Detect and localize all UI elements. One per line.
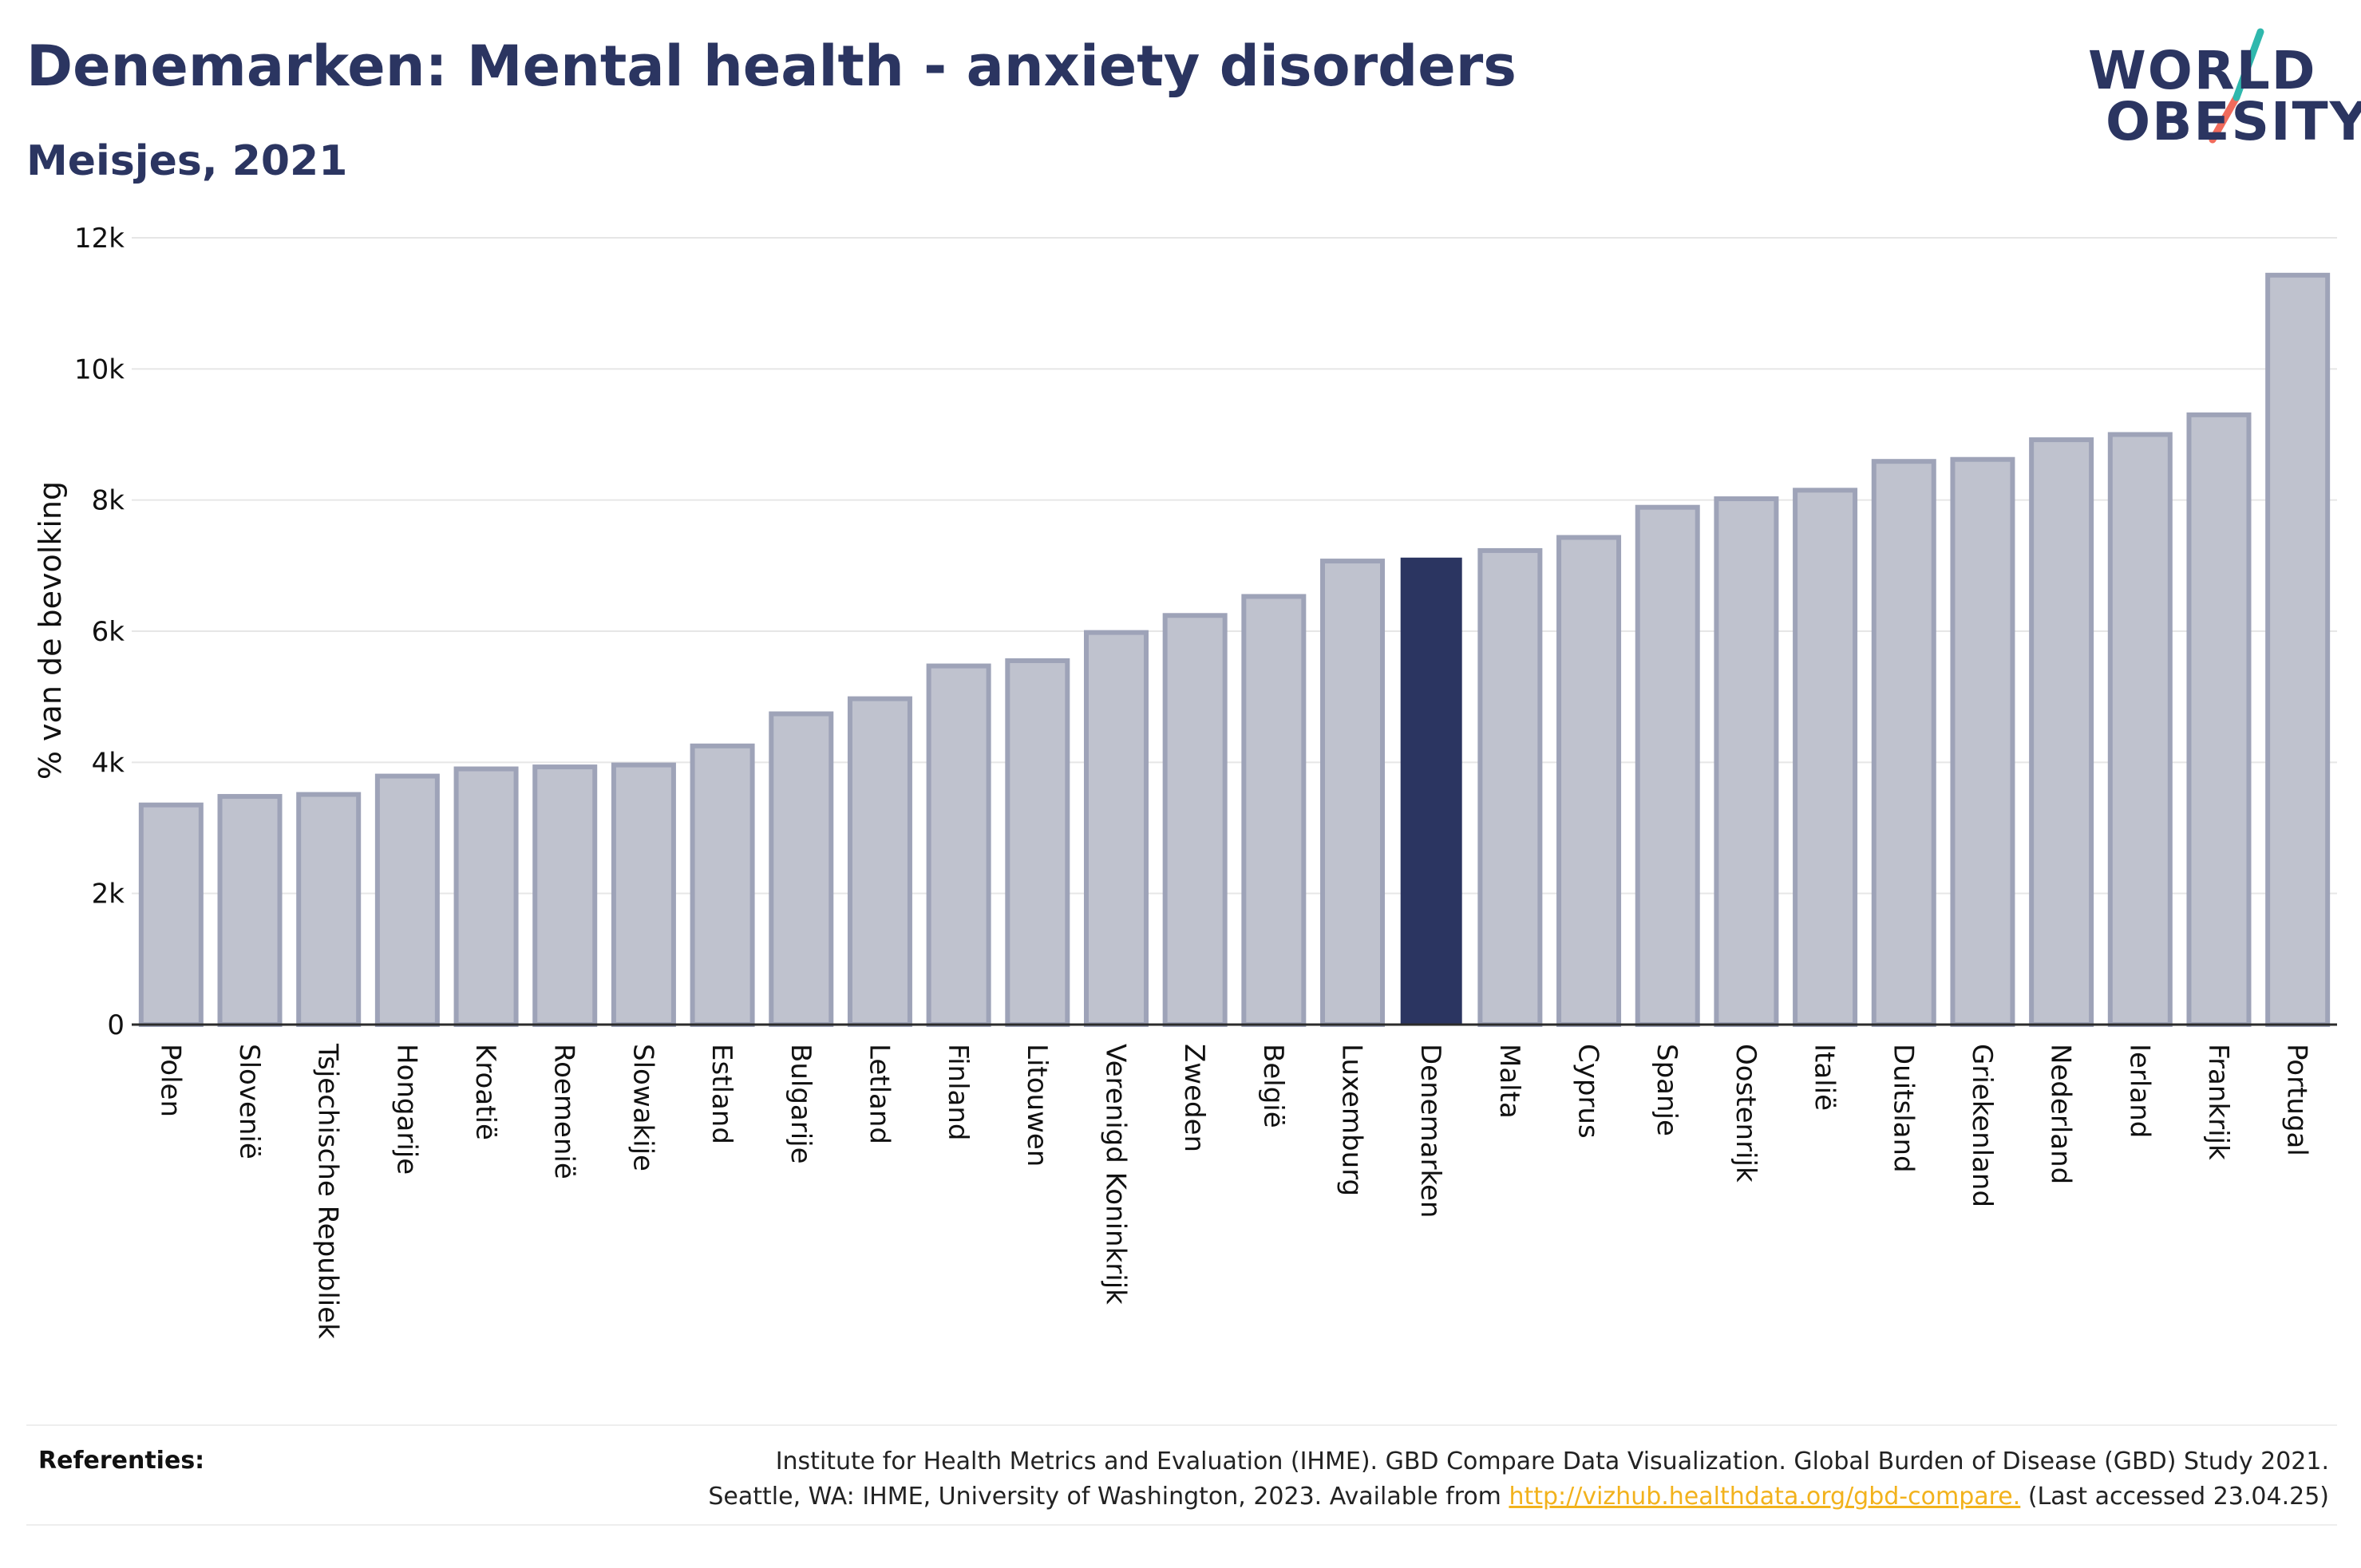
x-tick-label: Estland: [706, 1044, 738, 1144]
bar[interactable]: [1241, 594, 1307, 1027]
references-divider-top: [26, 1424, 2337, 1426]
references-label: Referenties:: [38, 1447, 205, 1475]
x-tick-label: Slovenië: [233, 1044, 265, 1159]
references-divider-bottom: [26, 1524, 2337, 1526]
logo-word-world: WORLD: [2088, 40, 2317, 101]
x-tick-label: Malta: [1493, 1044, 1525, 1119]
bar[interactable]: [2265, 272, 2331, 1027]
y-tick-label: 0: [107, 1009, 125, 1041]
x-tick-label: Italië: [1809, 1044, 1841, 1111]
y-tick-label: 8k: [92, 485, 125, 517]
x-tick-label: Frankrijk: [2202, 1044, 2234, 1160]
bar[interactable]: [926, 663, 991, 1027]
y-tick-label: 10k: [74, 353, 125, 385]
bar[interactable]: [690, 743, 755, 1028]
bar[interactable]: [1793, 488, 1858, 1027]
x-tick-label: Kroatië: [469, 1044, 501, 1140]
bar-chart: 0 2k 4k 6k 8k 10k 12k Polen Slovenië Tsjechische…: [33, 223, 2337, 1339]
bar[interactable]: [374, 773, 440, 1027]
x-tick-label: Denemarken: [1414, 1044, 1446, 1218]
bar[interactable]: [217, 794, 283, 1027]
bar[interactable]: [847, 696, 912, 1027]
chart-title: Denemarken: Mental health - anxiety diso…: [26, 34, 1517, 99]
bar[interactable]: [611, 762, 676, 1027]
x-tick-label: Verenigd Koninkrijk: [1099, 1044, 1131, 1305]
bar[interactable]: [2029, 437, 2094, 1027]
x-tick-label: Tsjechische Republiek: [312, 1043, 344, 1339]
x-axis-ticks: Polen Slovenië Tsjechische Republiek Hongar…: [154, 1043, 2312, 1339]
bar[interactable]: [2186, 412, 2252, 1027]
bar[interactable]: [138, 802, 204, 1027]
x-tick-label: Bulgarije: [785, 1044, 817, 1164]
bar[interactable]: [1005, 658, 1070, 1027]
references-line-2-prefix: Seattle, WA: IHME, University of Washing…: [708, 1483, 1509, 1511]
bar[interactable]: [769, 711, 834, 1028]
x-tick-label: Slowakije: [627, 1044, 658, 1171]
bar[interactable]: [2107, 432, 2173, 1027]
references-text: Institute for Health Metrics and Evaluat…: [708, 1444, 2329, 1515]
bar[interactable]: [1714, 496, 1779, 1027]
world-obesity-logo: WORLD OBESITY: [2083, 24, 2361, 168]
bar[interactable]: [1871, 459, 1936, 1027]
y-tick-label: 4k: [92, 747, 125, 779]
x-tick-label: Luxemburg: [1336, 1044, 1368, 1196]
bar[interactable]: [1083, 630, 1149, 1027]
chart-subtitle: Meisjes, 2021: [26, 137, 348, 185]
x-tick-label: Cyprus: [1572, 1044, 1604, 1139]
references-line-2: Seattle, WA: IHME, University of Washing…: [708, 1479, 2329, 1515]
bar[interactable]: [453, 766, 519, 1027]
x-tick-label: Nederland: [2045, 1044, 2077, 1184]
bar[interactable]: [1477, 547, 1543, 1027]
x-tick-label: Oostenrijk: [1730, 1044, 1762, 1183]
x-tick-label: Spanje: [1651, 1044, 1683, 1136]
y-tick-label: 12k: [74, 223, 125, 255]
x-tick-label: Duitsland: [1887, 1044, 1919, 1173]
x-tick-label: Ierland: [2123, 1044, 2155, 1138]
x-tick-label: Griekenland: [1966, 1044, 1998, 1207]
bar[interactable]: [1162, 613, 1228, 1027]
y-axis-ticks: 0 2k 4k 6k 8k 10k 12k: [74, 223, 125, 1041]
x-tick-label: Letland: [863, 1044, 895, 1144]
x-tick-label: Litouwen: [1021, 1044, 1053, 1167]
logo-slash-icon: [2209, 28, 2264, 144]
x-tick-label: Zweden: [1178, 1044, 1210, 1152]
x-tick-label: België: [1257, 1044, 1289, 1128]
bar[interactable]: [1950, 456, 2015, 1027]
x-tick-label: Roemenië: [548, 1044, 580, 1179]
logo-word-obesity: OBESITY: [2106, 91, 2361, 152]
bar[interactable]: [1320, 559, 1386, 1027]
bar[interactable]: [1556, 535, 1622, 1027]
references-link[interactable]: http://vizhub.healthdata.org/gbd-compare…: [1509, 1483, 2021, 1511]
x-tick-label: Polen: [154, 1044, 186, 1117]
x-tick-label: Portugal: [2281, 1044, 2313, 1156]
y-tick-label: 2k: [92, 879, 125, 910]
y-tick-label: 6k: [92, 616, 125, 648]
x-tick-label: Finland: [942, 1044, 974, 1141]
references-line-2-suffix: (Last accessed 23.04.25): [2020, 1483, 2329, 1511]
bars: [138, 272, 2331, 1028]
bar[interactable]: [532, 764, 598, 1028]
references-line-1: Institute for Health Metrics and Evaluat…: [775, 1448, 2329, 1475]
bar[interactable]: [1400, 557, 1462, 1025]
bar[interactable]: [296, 792, 362, 1027]
y-axis-label: % van de bevolking: [33, 481, 68, 780]
x-tick-label: Hongarije: [390, 1044, 422, 1175]
bar[interactable]: [1635, 504, 1700, 1027]
